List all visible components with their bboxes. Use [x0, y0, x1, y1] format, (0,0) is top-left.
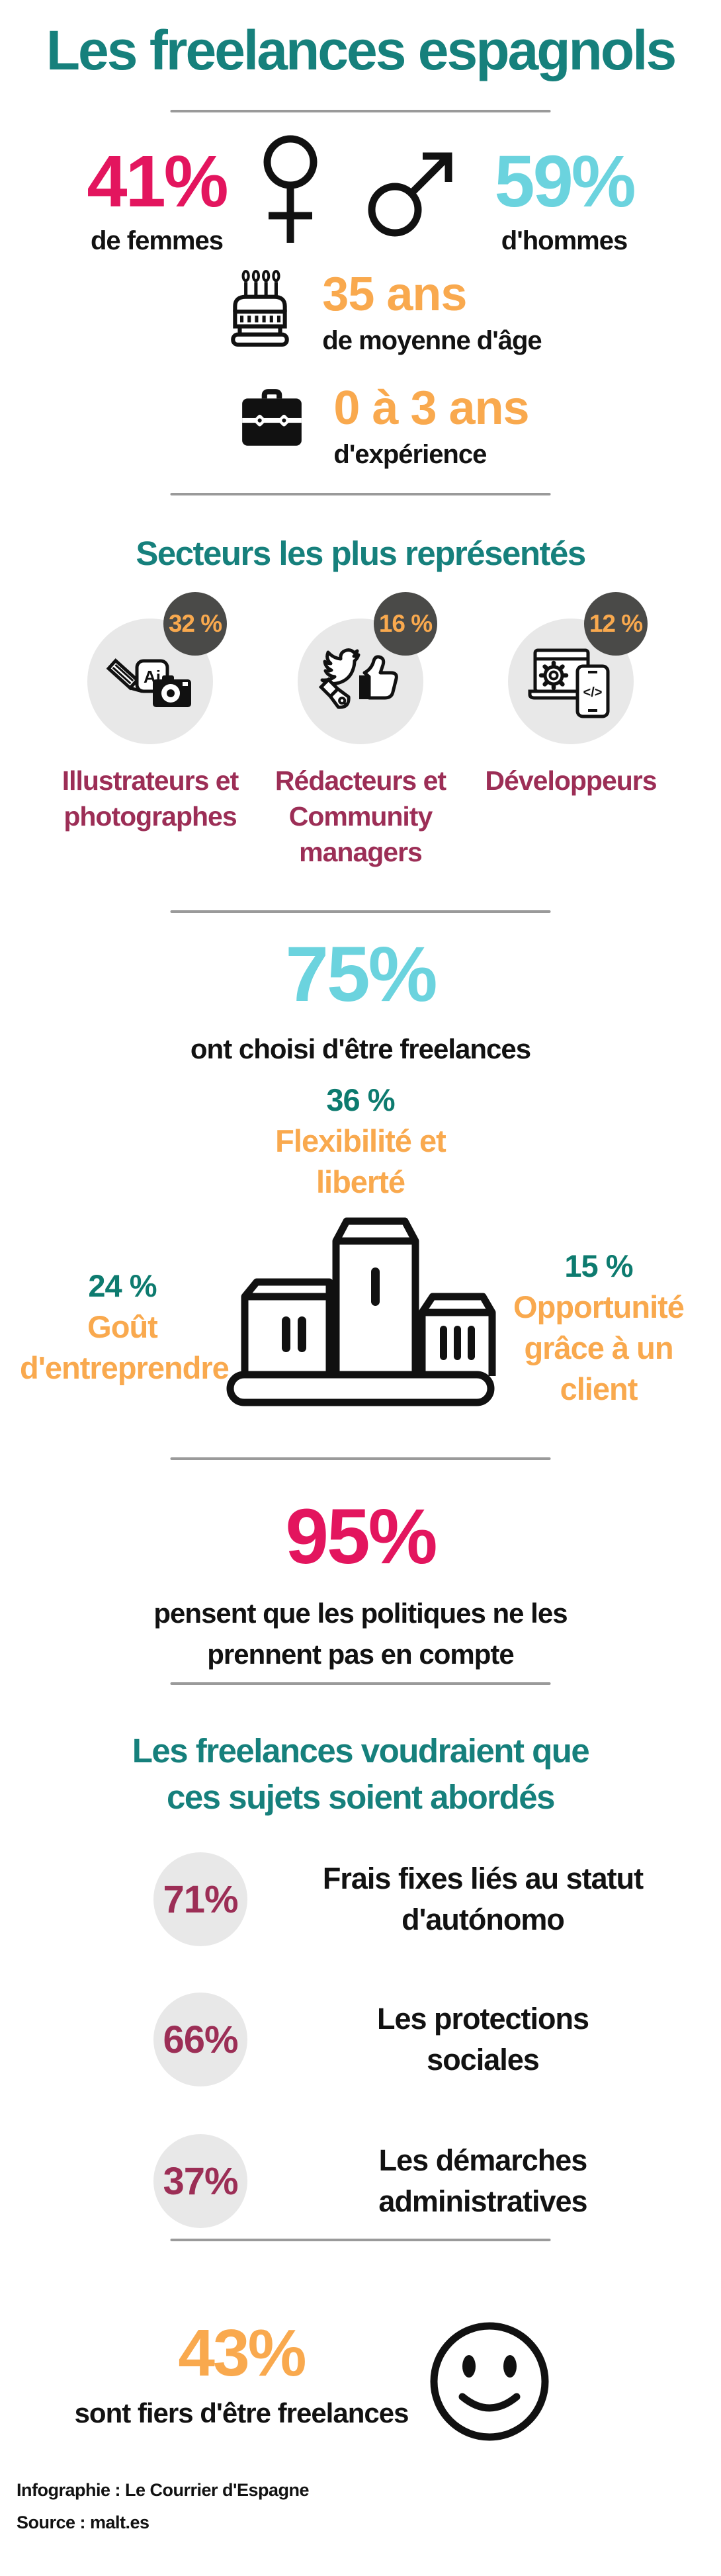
topic-row-fixed-fees: 71% Frais fixes liés au statut d'autónom… [0, 1852, 721, 1946]
gender-section: 41% de femmes 59% d'hommes [0, 129, 721, 257]
svg-text:</>: </> [583, 685, 603, 700]
pen-nib-icon [318, 677, 351, 709]
top-reason: 36 % Flexibilité et liberté [0, 1080, 721, 1203]
topic-circle: 71% [153, 1852, 247, 1946]
female-label: de femmes [91, 226, 224, 255]
topic-percentage: 66% [163, 2018, 238, 2061]
section-divider [170, 910, 551, 913]
sectors-row: Ai 32 % Illustra [0, 592, 721, 870]
smartphone-code-icon: </> [575, 664, 610, 718]
camera-icon [153, 675, 191, 707]
age-section: 35 ans de moyenne d'âge [0, 268, 721, 357]
third-reason: 15 % Opportunité grâce à un client [496, 1246, 701, 1410]
section-divider [170, 1682, 551, 1685]
topic-row-social-protections: 66% Les protections sociales [0, 1993, 721, 2086]
development-icons: </> [528, 648, 610, 718]
section-divider [170, 493, 551, 495]
sector-label: Rédacteurs et Community managers [275, 765, 446, 868]
briefcase-icon [242, 389, 302, 446]
pride-percentage: 43% [178, 2316, 306, 2390]
male-stat: 59% d'hommes [485, 144, 644, 257]
politics-section: 95% [0, 1496, 721, 1578]
sector-circle-wrap: Ai 32 % [84, 592, 227, 746]
second-reason-percentage: 24 % [88, 1268, 157, 1303]
footer-source: Source : malt.es [17, 2512, 149, 2532]
female-percentage: 41% [87, 141, 228, 222]
topic-circle: 66% [153, 1993, 247, 2086]
male-label: d'hommes [501, 226, 628, 255]
illustration-photo-icons: Ai [106, 658, 191, 707]
footer-credit: Infographie : Le Courrier d'Espagne [17, 2480, 309, 2500]
topic-label: Les protections sociales [376, 2002, 589, 2077]
section-divider [170, 2239, 551, 2241]
podium-section: 24 % Goût d'entreprendre 15 % Opportunit… [0, 1209, 721, 1410]
experience-section: 0 à 3 ans d'expérience [0, 382, 721, 471]
sector-circle-wrap: 16 % [294, 592, 437, 746]
experience-value: 0 à 3 ans [333, 382, 529, 435]
sector-item-illustrators: Ai 32 % Illustra [51, 592, 249, 870]
third-reason-percentage: 15 % [564, 1248, 633, 1283]
topic-circle: 37% [153, 2134, 247, 2228]
age-value: 35 ans [322, 268, 467, 321]
sector-label: Illustrateurs et photographes [62, 765, 239, 832]
sectors-heading: Secteurs les plus représentés [136, 535, 586, 572]
third-reason-line2: grâce à un [524, 1330, 673, 1365]
female-icon [263, 135, 318, 243]
topic-label: Frais fixes liés au statut d'autónomo [322, 1862, 644, 1936]
sector-badge: 12 % [584, 592, 648, 656]
experience-stat: 0 à 3 ans d'expérience [333, 382, 529, 471]
second-reason-line1: Goût [87, 1309, 158, 1344]
second-reason-line2: d'entreprendre [20, 1350, 230, 1385]
topic-percentage: 37% [163, 2159, 238, 2203]
thumbs-up-icon [359, 655, 398, 700]
top-reason-percentage: 36 % [326, 1082, 395, 1117]
topic-row-admin-procedures: 37% Les démarches administratives [0, 2134, 721, 2228]
writing-social-icons [318, 648, 398, 709]
top-reason-line1: Flexibilité et [275, 1123, 446, 1158]
sector-circle-wrap: </> 12 % [505, 592, 648, 746]
topic-percentage: 71% [163, 1877, 238, 1921]
politics-label: pensent que les politiques ne les prenne… [153, 1598, 568, 1670]
sector-item-developers: </> 12 % Développeurs [472, 592, 670, 870]
choice-label: ont choisi d'être freelances [190, 1033, 531, 1064]
sector-badge: 32 % [163, 592, 227, 656]
choice-section: 75% [0, 931, 721, 1018]
second-reason: 24 % Goût d'entreprendre [20, 1266, 230, 1389]
third-reason-line1: Opportunité [513, 1289, 685, 1324]
third-reason-line3: client [560, 1371, 638, 1406]
page-title: Les freelances espagnols [46, 19, 677, 81]
sector-percentage: 16 % [378, 610, 433, 637]
twitter-bird-icon [320, 648, 360, 685]
pride-stat: 43% sont fiers d'être freelances [56, 2319, 427, 2431]
birthday-cake-icon [231, 270, 290, 347]
section-divider [170, 1457, 551, 1460]
podium-icon [226, 1217, 496, 1406]
sector-percentage: 12 % [589, 610, 643, 637]
topics-heading: Les freelances voudraient que ces sujets… [132, 1732, 590, 1817]
age-stat: 35 ans de moyenne d'âge [322, 268, 542, 357]
sector-label: Développeurs [485, 765, 657, 796]
politics-percentage: 95% [285, 1493, 437, 1580]
section-divider [170, 110, 551, 112]
pride-section: 43% sont fiers d'être freelances [0, 2319, 721, 2444]
sector-percentage: 32 % [168, 610, 222, 637]
age-label: de moyenne d'âge [322, 325, 542, 355]
experience-label: d'expérience [333, 439, 487, 469]
choice-percentage: 75% [285, 931, 437, 1018]
pride-label: sont fiers d'être freelances [74, 2397, 409, 2428]
sector-circle: </> [508, 619, 634, 744]
sector-item-writers: 16 % Rédacteurs et Community managers [261, 592, 460, 870]
male-percentage: 59% [494, 141, 636, 222]
footer: Infographie : Le Courrier d'Espagne Sour… [17, 2474, 309, 2539]
topic-label: Les démarches administratives [378, 2143, 587, 2218]
sector-badge: 16 % [374, 592, 437, 656]
female-stat: 41% de femmes [77, 144, 236, 257]
male-icon [368, 152, 452, 237]
top-reason-line2: liberté [316, 1164, 405, 1199]
smiley-icon [430, 2322, 549, 2441]
